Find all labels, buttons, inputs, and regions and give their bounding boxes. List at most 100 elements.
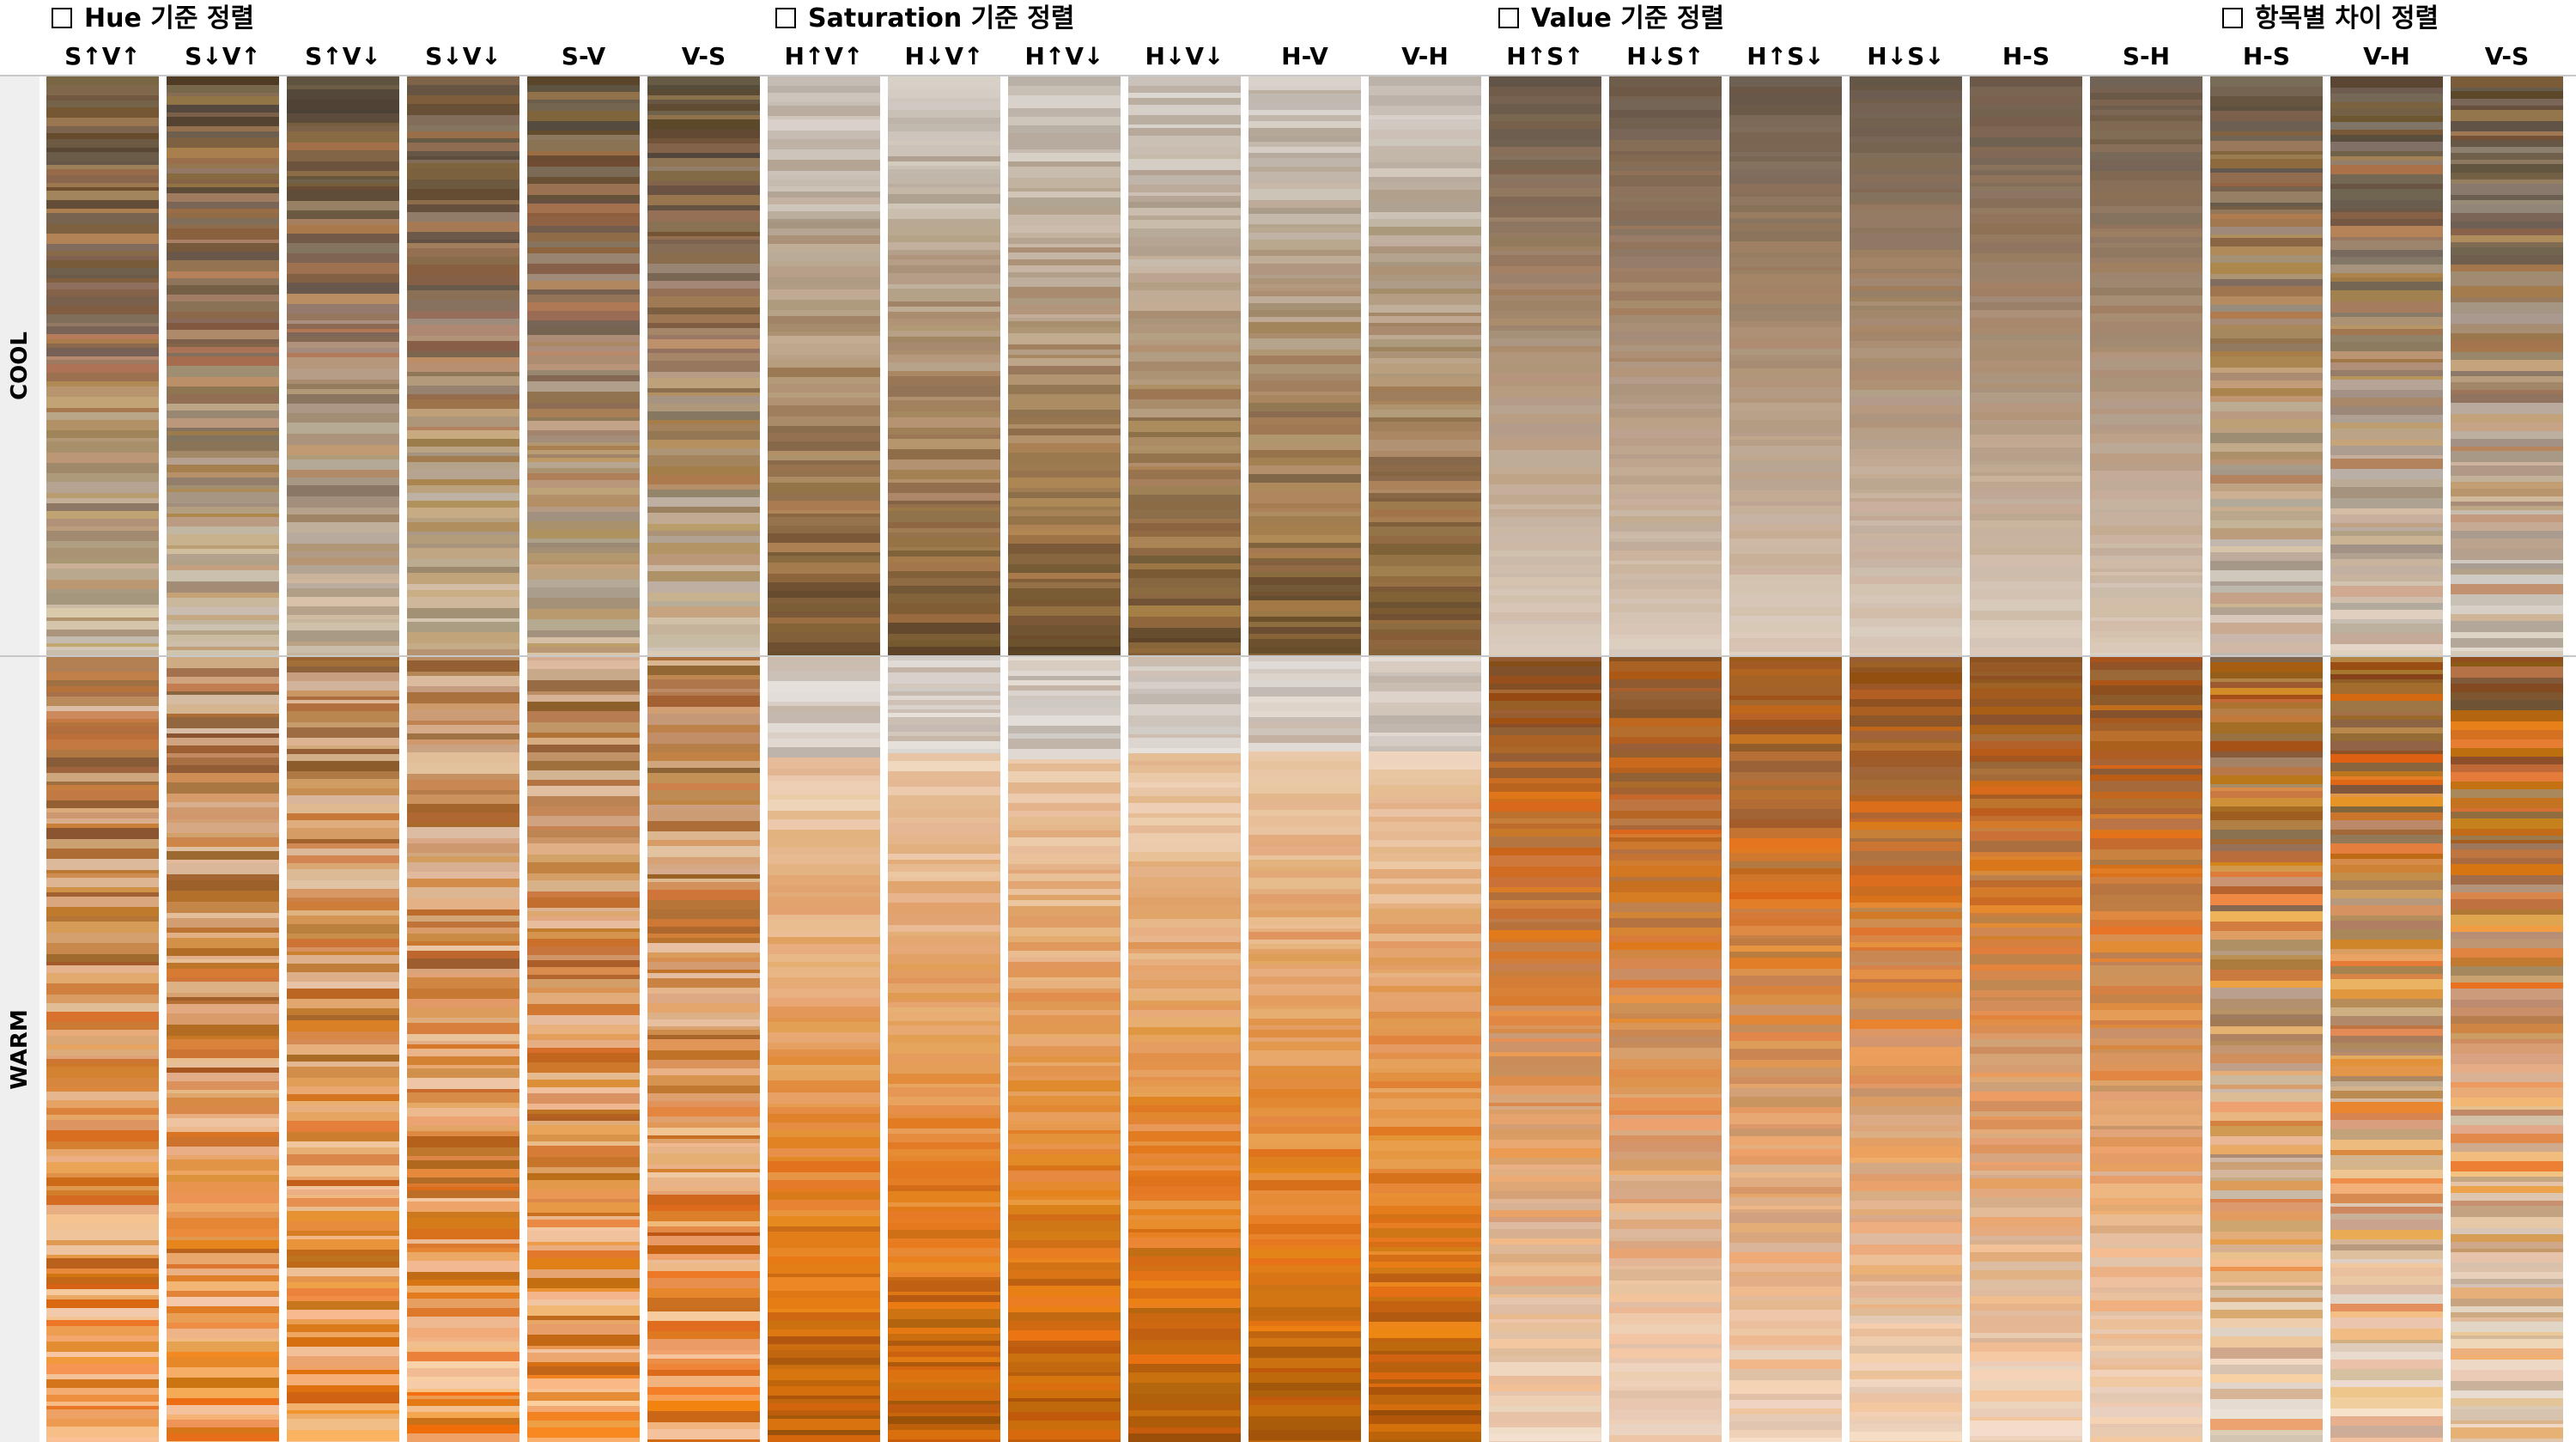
color-stripe (46, 1030, 159, 1037)
color-stripe (1729, 720, 1842, 727)
color-stripe (768, 848, 880, 855)
color-stripe (1489, 1229, 1601, 1239)
color-stripe (1970, 278, 2082, 283)
color-stripe (46, 1050, 159, 1056)
color-stripe (407, 131, 519, 139)
color-stripe (1008, 680, 1121, 686)
color-stripe (2090, 313, 2202, 322)
color-stripe (647, 158, 760, 167)
color-stripe (527, 1292, 640, 1300)
color-stripe (1850, 189, 1962, 193)
color-stripe (1850, 861, 1962, 867)
cool-swatch-column (1128, 76, 1241, 655)
color-stripe (1970, 548, 2082, 556)
color-stripe (1970, 96, 2082, 106)
color-stripe (1008, 1398, 1121, 1402)
color-stripe (2451, 414, 2563, 423)
color-stripe (888, 522, 1000, 529)
color-stripe (2090, 868, 2202, 874)
color-stripe (46, 1056, 159, 1060)
color-stripe (407, 1078, 519, 1090)
color-stripe (888, 1012, 1000, 1022)
color-stripe (46, 1326, 159, 1336)
color-stripe (1008, 233, 1121, 239)
color-stripe (1970, 841, 2082, 853)
color-stripe (1609, 166, 1722, 172)
color-stripe (1489, 1052, 1601, 1057)
color-stripe (1369, 1384, 1481, 1388)
color-stripe (1850, 439, 1962, 450)
color-stripe (1729, 849, 1842, 854)
color-stripe (167, 1106, 279, 1115)
color-stripe (2210, 1409, 2323, 1420)
color-stripe (888, 1063, 1000, 1074)
color-stripe (46, 1284, 159, 1290)
color-stripe (527, 495, 640, 499)
color-stripe (287, 176, 399, 180)
color-stripe (1008, 453, 1121, 465)
color-stripe (407, 649, 519, 655)
color-stripe (46, 657, 159, 669)
color-stripe (2090, 1377, 2202, 1388)
color-stripe (2451, 1287, 2563, 1299)
color-stripe (888, 1097, 1000, 1106)
color-stripe (1008, 471, 1121, 478)
color-stripe (46, 386, 159, 398)
color-stripe (527, 327, 640, 336)
color-stripe (2090, 904, 2202, 912)
color-stripe (1850, 90, 1962, 100)
color-stripe (1249, 761, 1361, 770)
color-stripe (2210, 1019, 2323, 1027)
color-stripe (1369, 602, 1481, 609)
color-stripe (1008, 696, 1121, 700)
color-stripe (2451, 836, 2563, 841)
color-stripe (1249, 1396, 1361, 1401)
color-stripe (1970, 491, 2082, 500)
warm-swatch-column (2330, 657, 2443, 1442)
color-stripe (2090, 1248, 2202, 1258)
color-stripe (46, 1120, 159, 1131)
color-stripe (1729, 912, 1842, 920)
color-stripe (2330, 727, 2443, 734)
color-stripe (2451, 1182, 2563, 1187)
color-stripe (2451, 1421, 2563, 1425)
color-stripe (407, 453, 519, 457)
color-stripe (1008, 993, 1121, 1002)
color-stripe (527, 135, 640, 141)
color-stripe (1729, 809, 1842, 820)
color-stripe (407, 1317, 519, 1329)
color-stripe (287, 551, 399, 558)
color-stripe (167, 168, 279, 174)
color-stripe (1850, 1106, 1962, 1116)
color-stripe (1850, 1379, 1962, 1388)
color-stripe (167, 224, 279, 229)
color-stripe (1128, 470, 1241, 480)
color-stripe (1970, 828, 2082, 832)
color-stripe (1128, 897, 1241, 906)
color-stripe (1609, 1266, 1722, 1270)
color-stripe (1249, 1368, 1361, 1373)
color-stripe (1729, 1194, 1842, 1198)
color-stripe (1128, 432, 1241, 438)
color-stripe (1128, 345, 1241, 353)
color-stripe (527, 216, 640, 227)
color-stripe (2210, 520, 2323, 529)
color-stripe (2451, 360, 2563, 372)
color-stripe (527, 351, 640, 356)
color-stripe (1609, 1390, 1722, 1399)
color-stripe (1850, 169, 1962, 175)
color-stripe (1729, 881, 1842, 893)
color-stripe (1850, 1047, 1962, 1056)
color-stripe (287, 1078, 399, 1087)
color-stripe (1970, 126, 2082, 138)
color-stripe (888, 1161, 1000, 1168)
color-stripe (1249, 843, 1361, 847)
color-stripe (1128, 989, 1241, 993)
color-stripe (2210, 1435, 2323, 1442)
color-stripe (2451, 228, 2563, 236)
color-stripe (1008, 864, 1121, 871)
color-stripe (1249, 949, 1361, 955)
color-stripe (1850, 707, 1962, 716)
color-stripe (888, 459, 1000, 471)
color-stripe (647, 1060, 760, 1069)
